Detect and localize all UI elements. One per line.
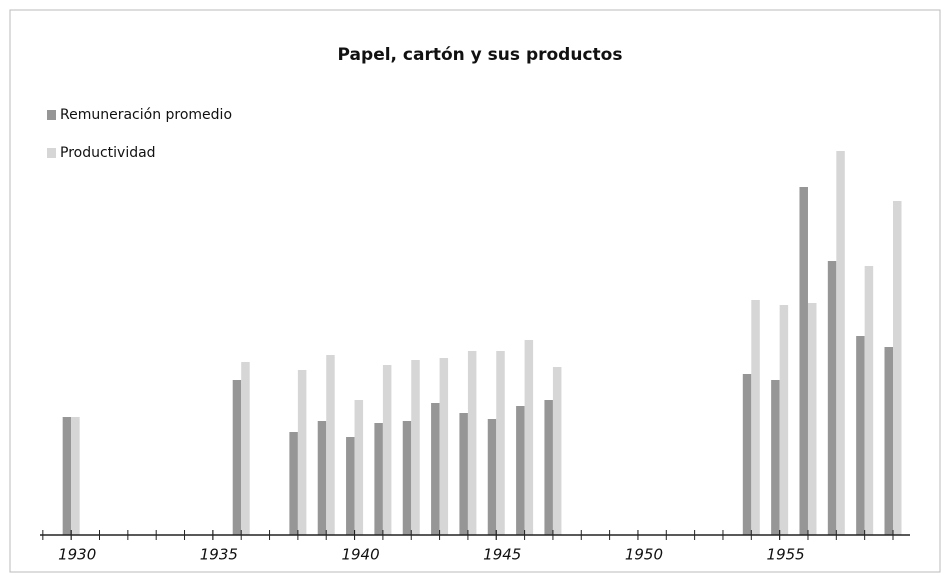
bar (62, 417, 72, 535)
bar (297, 370, 307, 535)
bar (524, 340, 534, 535)
bar (771, 380, 780, 535)
legend-label: Productividad (60, 145, 156, 161)
bar (439, 358, 449, 535)
bar (402, 421, 412, 535)
bar (232, 380, 242, 535)
bar (346, 437, 355, 535)
x-tick-label: 1950 (625, 546, 663, 564)
x-tick-label: 1955 (767, 546, 805, 564)
bar (779, 305, 789, 535)
bar (241, 362, 250, 535)
bar (856, 336, 865, 535)
bar (467, 351, 477, 535)
bar (496, 351, 505, 535)
bar (836, 151, 845, 535)
bar (411, 360, 420, 535)
bar (827, 261, 837, 535)
bar (431, 403, 440, 535)
bar (289, 432, 298, 535)
bar (544, 400, 553, 535)
bar (459, 413, 468, 535)
bar (382, 365, 392, 535)
chart-title: Papel, cartón y sus productos (338, 45, 623, 65)
x-tick-label: 1940 (341, 546, 379, 564)
bar (799, 187, 808, 535)
legend-swatch (47, 110, 56, 120)
bar (487, 419, 497, 535)
bar (884, 347, 893, 535)
bar (864, 266, 874, 535)
legend-swatch (47, 148, 56, 158)
bar (354, 400, 364, 535)
bar (326, 355, 335, 535)
bar (71, 417, 80, 535)
x-tick-label: 1945 (483, 546, 521, 564)
x-tick-label: 1935 (200, 546, 238, 564)
bar (374, 423, 383, 535)
x-tick-label: 1930 (58, 546, 96, 564)
bar (751, 300, 760, 535)
legend-label: Remuneración promedio (60, 107, 232, 123)
bar (516, 406, 525, 535)
bar (552, 367, 562, 535)
bar (742, 374, 752, 535)
bar (892, 201, 902, 535)
bar (807, 303, 817, 535)
bar (317, 421, 327, 535)
